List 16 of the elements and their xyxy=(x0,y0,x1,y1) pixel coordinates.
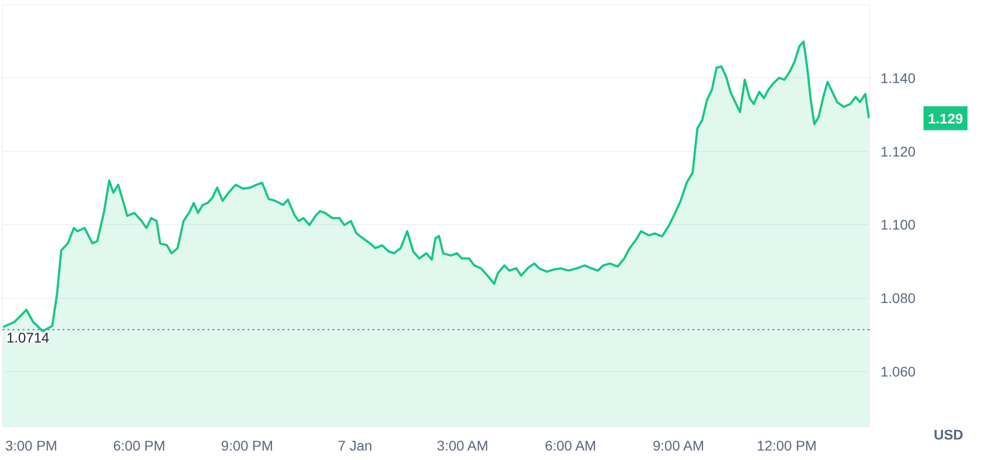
text: 1.129 xyxy=(928,110,964,126)
x-tick-label: 9:00 PM xyxy=(221,438,274,454)
ref-line-label: 1.0714 xyxy=(6,330,50,346)
y-tick-label: 1.080 xyxy=(880,290,916,306)
y-tick-label: 1.100 xyxy=(880,216,916,233)
y-tick-label: 1.120 xyxy=(880,143,916,160)
y-tick-label: 1.060 xyxy=(880,363,916,380)
x-tick-label: 3:00 AM xyxy=(436,438,488,454)
y-axis-title: USD xyxy=(934,426,964,442)
x-tick-label: 3:00 PM xyxy=(5,438,58,454)
x-tick-label: 9:00 AM xyxy=(652,438,704,454)
x-tick-label: 6:00 PM xyxy=(113,438,166,454)
x-tick-label: 6:00 AM xyxy=(544,438,596,454)
x-tick-label: 7 Jan xyxy=(338,438,372,454)
x-tick-label: 12:00 PM xyxy=(756,438,817,454)
y-tick-label: 1.140 xyxy=(880,70,916,86)
